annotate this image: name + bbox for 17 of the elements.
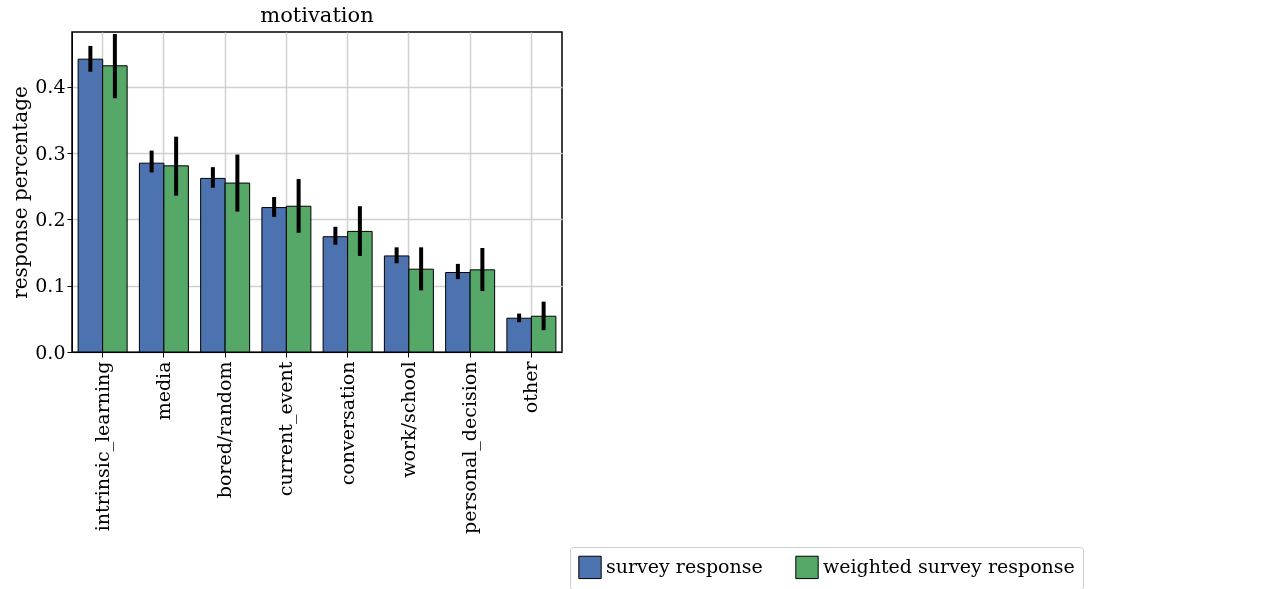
chart-title: motivation (260, 2, 374, 27)
x-tick-label: intrinsic_learning (90, 361, 114, 532)
y-tick-label: 0.3 (35, 141, 66, 164)
x-tick-label: other (519, 360, 542, 414)
legend-label: weighted survey response (823, 555, 1075, 578)
y-tick-label: 0.2 (35, 207, 66, 230)
legend-label: survey response (606, 555, 763, 578)
x-tick-label: media (151, 361, 174, 421)
y-axis-title: response percentage (8, 86, 33, 299)
x-tick-label: work/school (396, 361, 419, 478)
y-tick-label: 0.4 (35, 75, 66, 98)
x-tick-label: bored/random (213, 361, 236, 499)
x-tick-label: conversation (335, 361, 358, 486)
y-tick-label: 0.1 (35, 274, 66, 297)
x-tick-label: current_event (274, 361, 298, 497)
y-tick-label: 0.0 (35, 340, 66, 363)
x-tick-label: personal_decision (458, 361, 482, 534)
